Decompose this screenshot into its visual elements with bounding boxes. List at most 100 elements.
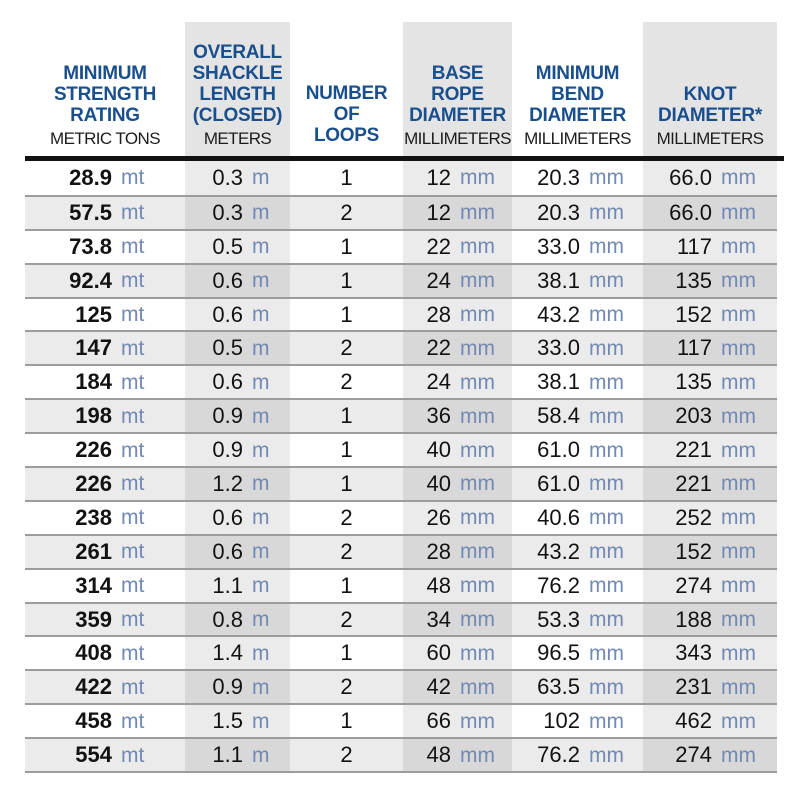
- cell-loops: 1: [290, 299, 403, 331]
- cell-shackle-length: 1.2 m: [185, 468, 290, 500]
- bend-diameter-value: 61.0: [537, 470, 580, 496]
- strength-unit: mt: [121, 303, 145, 326]
- cell-bend-diameter: 63.5 mm: [512, 671, 643, 703]
- cell-bend-diameter: 38.1 mm: [512, 265, 643, 297]
- cell-knot-diameter: 462 mm: [643, 705, 777, 738]
- bend-diameter-unit: mm: [589, 166, 624, 190]
- loops-value: 1: [340, 572, 353, 598]
- loops-value: 1: [340, 301, 353, 327]
- bend-diameter-unit: mm: [589, 540, 624, 564]
- knot-diameter-value: 462: [675, 708, 712, 734]
- rope-diameter-unit: mm: [460, 166, 495, 190]
- cell-strength: 408 mt: [25, 637, 185, 669]
- rope-diameter-value: 26: [426, 504, 451, 530]
- bend-diameter-value: 33.0: [537, 335, 580, 361]
- loops-value: 1: [340, 403, 353, 429]
- strength-value: 226: [75, 437, 112, 463]
- cell-shackle-length: 0.6 m: [185, 298, 290, 331]
- rope-diameter-unit: mm: [460, 709, 495, 733]
- bend-diameter-unit: mm: [589, 743, 624, 767]
- cell-knot-diameter: 152 mm: [643, 535, 777, 568]
- shackle-length-value: 0.3: [212, 164, 243, 190]
- header-divider: [25, 156, 784, 161]
- cell-shackle-length: 0.9 m: [185, 400, 290, 433]
- cell-bend-diameter: 38.1 mm: [512, 366, 643, 398]
- cell-strength: 458 mt: [25, 705, 185, 737]
- table-row: 226 mt 0.9 m 1 40 mm 61.0 mm 221 mm: [25, 432, 777, 467]
- knot-diameter-unit: mm: [721, 675, 756, 699]
- knot-diameter-unit: mm: [721, 235, 756, 259]
- cell-strength: 238 mt: [25, 502, 185, 534]
- strength-unit: mt: [121, 235, 145, 259]
- knot-diameter-unit: mm: [721, 574, 756, 598]
- shackle-length-value: 1.1: [212, 572, 243, 598]
- cell-knot-diameter: 152 mm: [643, 298, 777, 331]
- cell-bend-diameter: 53.3 mm: [512, 604, 643, 636]
- cell-rope-diameter: 24 mm: [403, 366, 512, 399]
- rope-diameter-value: 34: [426, 606, 451, 632]
- knot-diameter-unit: mm: [721, 506, 756, 530]
- knot-diameter-unit: mm: [721, 438, 756, 462]
- cell-rope-diameter: 36 mm: [403, 400, 512, 433]
- column-title: MINIMUM BEND DIAMETER: [529, 63, 626, 127]
- table-row: 314 mt 1.1 m 1 48 mm 76.2 mm 274 mm: [25, 567, 777, 602]
- cell-shackle-length: 1.1 m: [185, 739, 290, 772]
- column-title: MINIMUM STRENGTH RATING: [53, 63, 157, 127]
- shackle-length-unit: m: [252, 336, 270, 360]
- column-title: KNOT DIAMETER*: [658, 84, 762, 127]
- column-unit-label: MILLIMETERS: [524, 129, 631, 148]
- strength-value: 314: [75, 572, 112, 598]
- cell-knot-diameter: 117 mm: [643, 332, 777, 365]
- cell-knot-diameter: 66.0 mm: [643, 196, 777, 229]
- strength-unit: mt: [121, 269, 145, 293]
- cell-strength: 226 mt: [25, 434, 185, 466]
- rope-diameter-value: 48: [426, 742, 451, 768]
- cell-loops: 2: [290, 332, 403, 364]
- rope-diameter-value: 24: [426, 267, 451, 293]
- strength-unit: mt: [121, 743, 145, 767]
- strength-value: 28.9: [69, 164, 112, 190]
- rope-diameter-unit: mm: [460, 438, 495, 462]
- bend-diameter-unit: mm: [589, 506, 624, 530]
- strength-unit: mt: [121, 506, 145, 530]
- cell-strength: 198 mt: [25, 400, 185, 432]
- cell-bend-diameter: 61.0 mm: [512, 434, 643, 466]
- strength-value: 408: [75, 640, 112, 666]
- loops-value: 1: [340, 708, 353, 734]
- cell-rope-diameter: 42 mm: [403, 671, 512, 704]
- cell-rope-diameter: 48 mm: [403, 569, 512, 602]
- cell-shackle-length: 0.6 m: [185, 366, 290, 399]
- bend-diameter-unit: mm: [589, 404, 624, 428]
- cell-loops: 2: [290, 536, 403, 568]
- bend-diameter-value: 102: [543, 708, 580, 734]
- rope-diameter-value: 12: [426, 199, 451, 225]
- rope-diameter-value: 40: [426, 470, 451, 496]
- bend-diameter-unit: mm: [589, 641, 624, 665]
- bend-diameter-unit: mm: [589, 336, 624, 360]
- rope-diameter-value: 28: [426, 538, 451, 564]
- cell-rope-diameter: 12 mm: [403, 161, 512, 195]
- bend-diameter-value: 76.2: [537, 742, 580, 768]
- cell-shackle-length: 0.3 m: [185, 161, 290, 195]
- strength-unit: mt: [121, 336, 145, 360]
- loops-value: 2: [340, 742, 353, 768]
- cell-loops: 2: [290, 604, 403, 636]
- cell-loops: 1: [290, 400, 403, 432]
- strength-value: 261: [75, 538, 112, 564]
- column-title: NUMBER OF LOOPS: [305, 83, 388, 147]
- shackle-length-value: 0.6: [212, 504, 243, 530]
- knot-diameter-value: 252: [675, 504, 712, 530]
- rope-diameter-value: 24: [426, 369, 451, 395]
- loops-value: 2: [340, 674, 353, 700]
- strength-value: 92.4: [69, 267, 112, 293]
- table-row: 147 mt 0.5 m 2 22 mm 33.0 mm 117 mm: [25, 330, 777, 365]
- rope-diameter-unit: mm: [460, 303, 495, 326]
- cell-knot-diameter: 221 mm: [643, 468, 777, 500]
- knot-diameter-unit: mm: [721, 743, 756, 767]
- rope-diameter-unit: mm: [460, 743, 495, 767]
- table-row: 408 mt 1.4 m 1 60 mm 96.5 mm 343 mm: [25, 635, 777, 670]
- loops-value: 1: [340, 233, 353, 259]
- cell-strength: 28.9 mt: [25, 161, 185, 195]
- cell-shackle-length: 0.8 m: [185, 603, 290, 636]
- cell-strength: 226 mt: [25, 468, 185, 500]
